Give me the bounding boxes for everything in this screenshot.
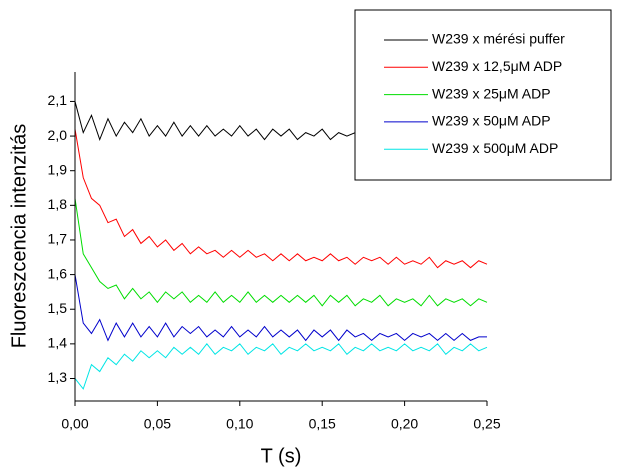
legend-label: W239 x mérési puffer [432, 31, 565, 47]
legend-label: W239 x 500μM ADP [432, 140, 558, 156]
y-tick-label: 1,9 [48, 161, 68, 177]
y-tick-label: 2,1 [48, 92, 68, 108]
legend-label: W239 x 25μM ADP [432, 85, 551, 101]
x-tick-label: 0,00 [61, 416, 88, 432]
y-tick-label: 1,3 [48, 369, 68, 385]
y-tick-label: 1,7 [48, 231, 68, 247]
y-tick-label: 2,0 [48, 127, 68, 143]
x-axis-label: T (s) [261, 445, 302, 467]
y-tick-label: 1,4 [48, 335, 68, 351]
y-tick-label: 1,8 [48, 196, 68, 212]
x-tick-label: 0,25 [473, 416, 500, 432]
series-line [74, 274, 487, 342]
y-axis-label: Fluoreszcencia intenzitás [8, 124, 30, 349]
y-tick-label: 1,6 [48, 265, 68, 281]
legend-label: W239 x 12,5μM ADP [432, 58, 562, 74]
legend-label: W239 x 50μM ADP [432, 113, 551, 129]
x-tick-label: 0,15 [309, 416, 336, 432]
x-tick-label: 0,05 [144, 416, 171, 432]
series-line [74, 198, 488, 307]
series-line [74, 343, 488, 390]
y-tick-label: 1,5 [48, 300, 68, 316]
series-line [74, 129, 488, 269]
x-tick-label: 0,20 [391, 416, 418, 432]
x-tick-label: 0,10 [226, 416, 253, 432]
